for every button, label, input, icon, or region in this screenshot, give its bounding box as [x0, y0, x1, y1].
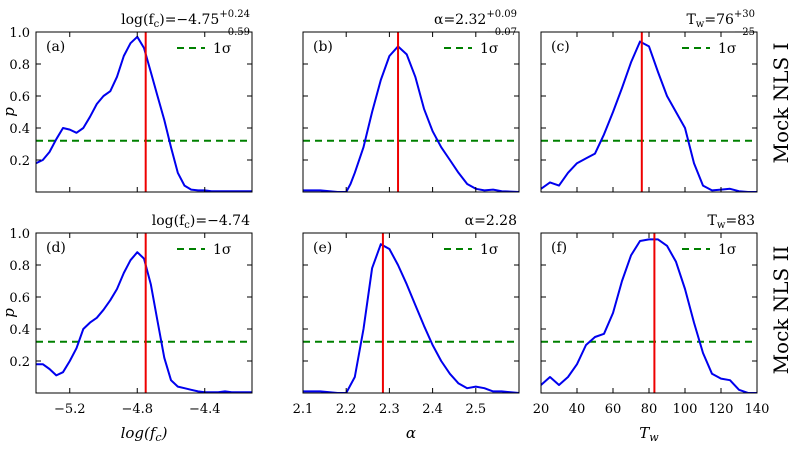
panel-c: (c) 1σ Tw=76+30−25	[540, 9, 758, 193]
panel-frame-d	[35, 232, 253, 394]
legend-label-c: 1σ	[718, 41, 737, 57]
panel-title-a: log(fc)=−4.75+0.24	[121, 9, 250, 30]
legend-label-e: 1σ	[480, 242, 499, 258]
y-tick-label-d-1: 0.4	[9, 323, 30, 338]
panel-label-b: (b)	[313, 39, 333, 55]
x-tick-label-f-1: 40	[569, 402, 586, 417]
legend-label-f: 1σ	[718, 242, 737, 258]
posterior-curve-b	[303, 45, 519, 192]
panels-group: 0.20.40.60.81.0(a) 1σlog(fc)=−4.75+0.24−0…	[0, 9, 769, 444]
legend-label-b: 1σ	[480, 41, 499, 57]
x-axis-label-2: Tw	[639, 424, 659, 444]
panel-label-d: (d)	[46, 240, 66, 256]
panel-frame-a	[35, 31, 253, 193]
x-tick-label-e-3: 2.4	[422, 402, 443, 417]
panel-a: 0.2 0.4 0.6 0.8 1.0 (a) 1σ log(fc)=−4.75+0.24−0…	[0, 9, 253, 193]
x-axis-label-1: α	[406, 424, 416, 442]
panel-title-b: α=2.32+0.09	[434, 9, 517, 28]
panel-frame-e	[302, 232, 520, 394]
panel-f: 20 40 60 80 100 120 140 (f) 1σ Tw=83 Tw	[533, 213, 770, 444]
panel-label-a: (a)	[46, 39, 65, 55]
x-tick-label-d-1: −4.8	[121, 402, 153, 417]
panel-title-c: Tw=76+30	[686, 9, 755, 30]
x-tick-label-f-0: 20	[533, 402, 550, 417]
y-tick-label-d-3: 0.8	[9, 259, 30, 274]
panel-label-f: (f)	[551, 240, 567, 256]
panel-b: (b) 1σ α=2.32+0.09−0.07	[302, 9, 520, 193]
panel-title-lower-b: −0.07	[486, 27, 517, 38]
x-tick-label-e-2: 2.3	[379, 402, 400, 417]
y-tick-label-a-0: 0.2	[9, 154, 30, 169]
row-label-2: Mock NLS II	[769, 246, 793, 375]
x-tick-label-f-6: 140	[745, 402, 770, 417]
x-tick-label-e-1: 2.2	[336, 402, 357, 417]
y-tick-label-d-2: 0.6	[9, 291, 30, 306]
y-tick-label-a-2: 0.6	[9, 90, 30, 105]
y-axis-label-1: p	[0, 308, 18, 318]
x-tick-label-e-4: 2.5	[465, 402, 486, 417]
y-tick-label-d-0: 0.2	[9, 355, 30, 370]
x-tick-label-d-2: −4.4	[189, 402, 221, 417]
y-tick-label-a-3: 0.8	[9, 58, 30, 73]
x-tick-label-f-2: 60	[605, 402, 622, 417]
x-tick-label-f-3: 80	[641, 402, 658, 417]
x-tick-label-d-0: −5.2	[54, 402, 86, 417]
panel-e: 2.1 2.2 2.3 2.4 2.5 (e) 1σ α=2.28 α	[293, 213, 520, 442]
y-tick-label-d-4: 1.0	[9, 227, 30, 242]
posterior-curve-a	[36, 35, 252, 192]
panel-title-e: α=2.28	[465, 213, 517, 229]
y-axis-label-0: p	[0, 107, 18, 117]
legend-label-a: 1σ	[213, 41, 232, 57]
x-tick-label-f-5: 120	[709, 402, 734, 417]
panel-d: −5.2 −4.8 −4.4 0.2 0.4 0.6 0.8 1.0 (d) 1σ log(fc)=…	[0, 213, 253, 444]
posterior-curve-c	[541, 40, 757, 192]
y-tick-label-a-1: 0.4	[9, 122, 30, 137]
panel-title-f: Tw=83	[708, 213, 755, 231]
panel-title-d: log(fc)=−4.74	[152, 213, 250, 231]
panel-title-lower-c: −25	[734, 27, 755, 38]
panel-label-e: (e)	[313, 240, 332, 256]
posterior-curve-e	[303, 243, 519, 393]
legend-label-d: 1σ	[213, 242, 232, 258]
posterior-curve-d	[36, 251, 252, 393]
x-tick-label-f-4: 100	[673, 402, 698, 417]
y-tick-label-a-4: 1.0	[9, 26, 30, 41]
panel-title-lower-a: −0.59	[219, 27, 250, 38]
posterior-curve-f	[541, 238, 757, 393]
x-axis-label-0: log(fc)	[121, 424, 168, 444]
panel-label-c: (c)	[551, 39, 570, 55]
row-label-1: Mock NLS I	[769, 43, 793, 164]
panel-frame-b	[302, 31, 520, 193]
x-tick-label-e-0: 2.1	[293, 402, 314, 417]
